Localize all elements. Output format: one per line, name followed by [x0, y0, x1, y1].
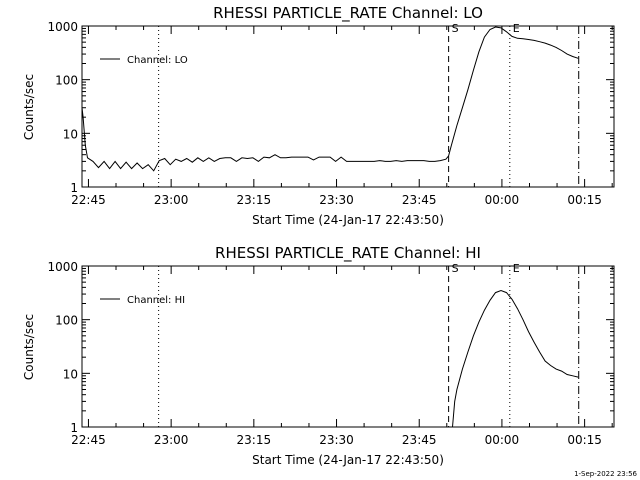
x-tick-label: 00:00	[485, 433, 520, 447]
x-tick-label: 23:45	[402, 193, 437, 207]
y-tick-label: 100	[55, 74, 78, 88]
x-tick-label: 23:00	[154, 433, 189, 447]
x-tick-label: 23:15	[237, 433, 272, 447]
event-marker-label: E	[513, 262, 520, 275]
panel-hi-frame	[81, 265, 615, 428]
y-tick-label: 1	[70, 181, 78, 195]
x-tick-label: 22:45	[71, 193, 106, 207]
panel-hi-title: RHESSI PARTICLE_RATE Channel: HI	[215, 244, 481, 263]
panel-hi-legend: Channel: HI	[100, 295, 185, 306]
y-tick-label: 1	[70, 421, 78, 435]
panel-lo-frame	[81, 25, 615, 188]
generation-timestamp: 1-Sep-2022 23:56	[574, 470, 637, 478]
x-tick-label: 00:15	[567, 433, 602, 447]
panel-hi-series	[452, 289, 579, 428]
panel-lo-ylabel: Counts/sec	[22, 74, 36, 140]
panel-lo-xlabel: Start Time (24-Jan-17 22:43:50)	[252, 213, 444, 227]
y-tick-label: 10	[63, 127, 78, 141]
x-tick-label: 22:45	[71, 433, 106, 447]
panel-lo: RHESSI PARTICLE_RATE Channel: LO Counts/…	[22, 4, 615, 227]
panel-lo-title: RHESSI PARTICLE_RATE Channel: LO	[213, 4, 483, 23]
y-tick-label: 100	[55, 314, 78, 328]
panel-hi: RHESSI PARTICLE_RATE Channel: HI Counts/…	[22, 244, 615, 467]
panel-hi-ylabel: Counts/sec	[22, 314, 36, 380]
x-tick-label: 23:30	[319, 433, 354, 447]
y-tick-label: 1000	[47, 260, 78, 274]
series-line	[452, 289, 579, 428]
x-tick-label: 00:00	[485, 193, 520, 207]
panel-hi-legend-label: Channel: HI	[127, 295, 185, 306]
panel-lo-legend: Channel: LO	[100, 55, 188, 66]
event-marker-label: E	[513, 22, 520, 35]
x-tick-label: 23:45	[402, 433, 437, 447]
x-tick-label: 00:15	[567, 193, 602, 207]
event-marker-label: S	[452, 262, 459, 275]
panel-lo-series	[81, 26, 579, 172]
panel-hi-ticks: 1 10 100 1000 22:45 23:00 23:15 23:30 23:45 00:00…	[47, 260, 614, 447]
y-tick-label: 1000	[47, 20, 78, 34]
x-tick-label: 23:15	[237, 193, 272, 207]
panel-lo-legend-label: Channel: LO	[127, 55, 188, 66]
panel-hi-xlabel: Start Time (24-Jan-17 22:43:50)	[252, 453, 444, 467]
series-line	[81, 26, 579, 172]
panel-lo-ticks: 1 10 100 1000 22:45 23:00 23:15 23:30 23:45 00:00…	[47, 20, 614, 207]
x-tick-label: 23:30	[319, 193, 354, 207]
event-marker-label: S	[452, 22, 459, 35]
y-tick-label: 10	[63, 367, 78, 381]
x-tick-label: 23:00	[154, 193, 189, 207]
